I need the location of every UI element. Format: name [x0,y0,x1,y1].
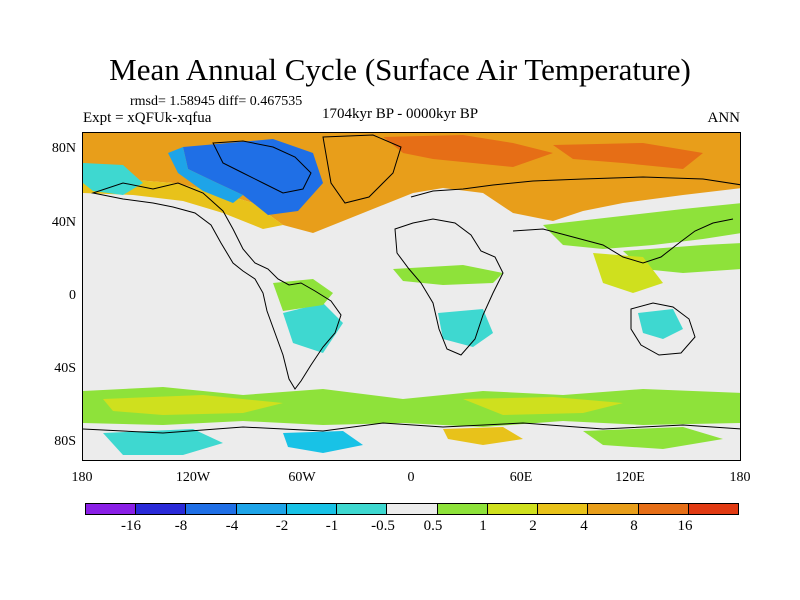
lat-tick-label: 40N [51,215,76,230]
colorbar-box [86,504,137,514]
southern-ocean-green [83,387,740,427]
colorbar-label: 1 [479,518,487,534]
lat-tick-label: 0 [69,288,76,303]
lon-tick-label: 120W [175,470,211,485]
colorbar-box [387,504,438,514]
season-label: ANN [707,110,741,126]
colorbar [85,503,739,515]
colorbar-box [688,504,739,514]
colorbar-box [337,504,388,514]
colorbar-label: -4 [225,518,239,534]
atlantic-green-strip [393,265,503,285]
period-label: 1704kyr BP - 0000kyr BP [322,106,479,122]
asia-green-band [543,203,740,249]
canada-cold-region [183,139,323,215]
colorbar-label: 4 [580,518,588,534]
colorbar-label: -8 [174,518,188,534]
australia-cool [638,309,683,339]
lon-tick-label: 120E [615,470,645,485]
colorbar-box [437,504,488,514]
lon-tick-label: 60W [288,470,316,485]
colorbar-label: 8 [630,518,638,534]
arctic-strong-warm-east [553,143,703,169]
lat-tick-label: 40S [54,361,76,376]
colorbar-box [136,504,187,514]
colorbar-label: -0.5 [371,518,395,534]
colorbar-label: 2 [529,518,537,534]
colorbar-box [286,504,338,514]
coastlines [83,134,740,434]
lon-tick-label: 0 [407,470,415,485]
map-title: Mean Annual Cycle (Surface Air Temperatu… [109,52,691,87]
colorbar-label: -2 [275,518,289,534]
lat-tick-label: 80S [54,434,76,449]
southern-ocean-yellow [103,395,283,415]
antarctic-green-east [583,427,723,449]
map-svg [83,133,740,460]
lon-tick-label: 60E [509,470,533,485]
lon-tick-label: 180 [729,470,751,485]
south-america-green [273,279,333,311]
colorbar-box [487,504,539,514]
indonesia-yellow [593,253,663,293]
colorbar-label: -16 [121,518,141,534]
colorbar-label: -1 [325,518,339,534]
canada-cold-light [168,147,243,203]
antarctic-cool [103,429,223,455]
lon-tick-label: 180 [71,470,93,485]
antarctic-warm [443,427,523,445]
experiment-label: Expt = xQFUk-xqfua [83,110,212,126]
colorbar-label: 0.5 [423,518,443,534]
colorbar-box [588,504,639,514]
colorbar-box [538,504,589,514]
greenland-warm [323,137,403,209]
tropical-pacific-green [623,243,740,273]
stats-text: rmsd= 1.58945 diff= 0.467535 [130,94,303,109]
colorbar-box [186,504,237,514]
alaska-cool-region [83,163,143,195]
colorbar-label: 16 [677,518,693,534]
africa-cool [438,309,493,347]
antarctic-cool-2 [283,431,363,453]
lat-tick-label: 80N [51,141,76,156]
colorbar-box [638,504,689,514]
colorbar-box [236,504,287,514]
arctic-strong-warm [383,135,553,167]
southern-ocean-yellow-east [463,397,623,415]
map-panel [82,132,741,461]
